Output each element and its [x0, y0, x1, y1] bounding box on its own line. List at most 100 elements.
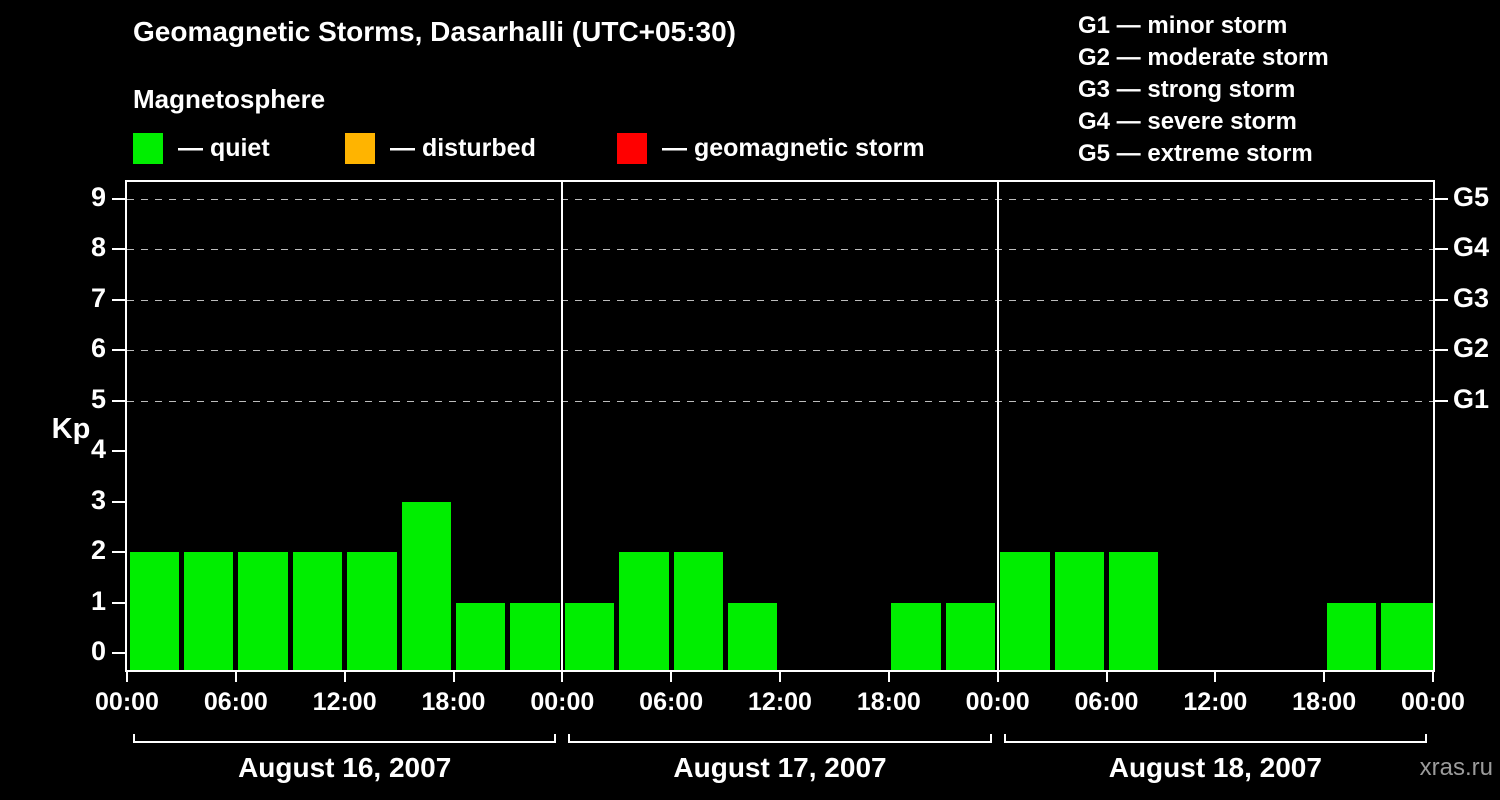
g-tick-label: G1 — [1453, 383, 1490, 414]
x-tick — [561, 672, 564, 682]
g-tick — [1435, 298, 1448, 301]
gridline — [127, 198, 1433, 200]
legend-label-quiet: — quiet — [178, 134, 270, 162]
y-tick — [112, 500, 125, 503]
legend-label-disturbed: — disturbed — [390, 134, 536, 162]
kp-bar — [1326, 602, 1377, 670]
g-scale-legend: G1 — minor storm G2 — moderate storm G3 … — [1078, 10, 1329, 170]
y-tick — [112, 349, 125, 351]
plot-area — [125, 180, 1435, 672]
g-scale-item-g2: G2 — moderate storm — [1078, 44, 1329, 71]
x-tick — [996, 672, 999, 682]
x-tick — [126, 672, 128, 682]
x-tick-label: 18:00 — [1292, 688, 1357, 716]
g-tick — [1435, 248, 1448, 250]
y-tick — [112, 298, 125, 301]
x-tick-label: 18:00 — [856, 688, 921, 716]
g-scale-item-g3: G3 — strong storm — [1078, 76, 1296, 103]
g-tick-label: G5 — [1453, 181, 1490, 212]
y-tick-label: 1 — [90, 585, 106, 616]
date-ruler-tick — [133, 734, 135, 743]
g-tick — [1435, 349, 1448, 351]
y-tick-label: 6 — [90, 333, 106, 363]
x-tick-label: 00:00 — [1401, 688, 1465, 716]
chart-subtitle: Magnetosphere — [133, 84, 326, 114]
date-ruler-line — [133, 741, 557, 743]
kp-bar — [238, 552, 288, 670]
y-tick — [112, 248, 125, 250]
kp-bar — [347, 552, 397, 670]
y-tick-label: 3 — [90, 484, 106, 515]
x-tick — [234, 672, 237, 682]
page-title: Geomagnetic Storms, Dasarhalli (UTC+05:3… — [133, 16, 736, 47]
legend-swatch-disturbed-icon — [345, 133, 375, 164]
y-tick-label: 5 — [90, 383, 106, 414]
date-label: August 18, 2007 — [1108, 752, 1322, 783]
gridline — [127, 249, 1433, 250]
y-tick-label: 0 — [90, 636, 106, 666]
y-tick-label: 8 — [90, 232, 106, 262]
y-tick — [112, 601, 125, 604]
day-separator-line — [561, 182, 564, 670]
x-tick — [1323, 672, 1326, 682]
x-tick-label: 18:00 — [421, 688, 486, 716]
date-label: August 16, 2007 — [238, 752, 452, 783]
x-tick-label: 00:00 — [530, 688, 595, 716]
watermark: xras.ru — [1419, 754, 1493, 781]
y-axis-title: Kp — [51, 413, 91, 445]
x-tick-label: 12:00 — [1183, 688, 1248, 716]
plot-layer — [127, 182, 1433, 670]
y-tick — [112, 399, 125, 402]
y-tick-label: 2 — [90, 535, 106, 565]
kp-bar — [1109, 552, 1159, 670]
x-tick-label: 12:00 — [312, 688, 377, 716]
gridline — [127, 400, 1433, 402]
x-tick — [1432, 672, 1434, 682]
y-tick — [112, 652, 125, 654]
date-ruler-tick — [1003, 734, 1006, 743]
legend-label-storm: — geomagnetic storm — [662, 134, 925, 162]
x-tick-label: 06:00 — [639, 688, 704, 716]
g-tick-label: G2 — [1453, 333, 1490, 363]
x-tick — [1214, 672, 1217, 682]
y-tick — [112, 450, 125, 452]
legend-swatch-storm-icon — [617, 133, 647, 164]
kp-bar — [292, 552, 343, 670]
date-ruler-tick — [989, 734, 992, 743]
g-tick-label: G4 — [1453, 232, 1490, 262]
x-tick — [452, 672, 455, 682]
g-scale-item-g5: G5 — extreme storm — [1078, 140, 1313, 167]
g-scale-item-g4: G4 — severe storm — [1078, 108, 1297, 135]
kp-bar — [129, 552, 179, 670]
kp-bar-partial — [1405, 602, 1433, 670]
g-tick — [1435, 197, 1448, 200]
kp-bar — [510, 602, 560, 670]
kp-bar — [619, 552, 669, 670]
x-tick — [779, 672, 781, 682]
date-ruler-tick — [1425, 734, 1427, 743]
kp-bar — [945, 602, 996, 670]
date-ruler-line — [568, 741, 992, 743]
legend-swatch-quiet-icon — [133, 133, 163, 164]
gridline — [127, 299, 1433, 301]
x-tick — [887, 672, 890, 682]
y-tick-label: 7 — [90, 282, 106, 313]
y-tick-label: 9 — [90, 181, 106, 212]
date-ruler-tick — [554, 734, 557, 743]
date-label: August 17, 2007 — [673, 752, 887, 783]
x-tick-label: 00:00 — [95, 688, 159, 716]
day-separator-line — [996, 182, 999, 670]
g-tick-label: G3 — [1453, 282, 1490, 313]
date-ruler-line — [1003, 741, 1427, 743]
kp-bar — [673, 552, 724, 670]
y-tick — [112, 197, 125, 200]
kp-bar — [456, 602, 506, 670]
kp-bar — [891, 602, 941, 670]
x-tick-label: 06:00 — [203, 688, 268, 716]
kp-bar — [183, 552, 234, 670]
x-tick — [343, 672, 346, 682]
kp-bar — [1000, 552, 1050, 670]
x-tick — [1105, 672, 1108, 682]
x-tick-label: 12:00 — [748, 688, 812, 716]
gridline — [127, 350, 1433, 351]
